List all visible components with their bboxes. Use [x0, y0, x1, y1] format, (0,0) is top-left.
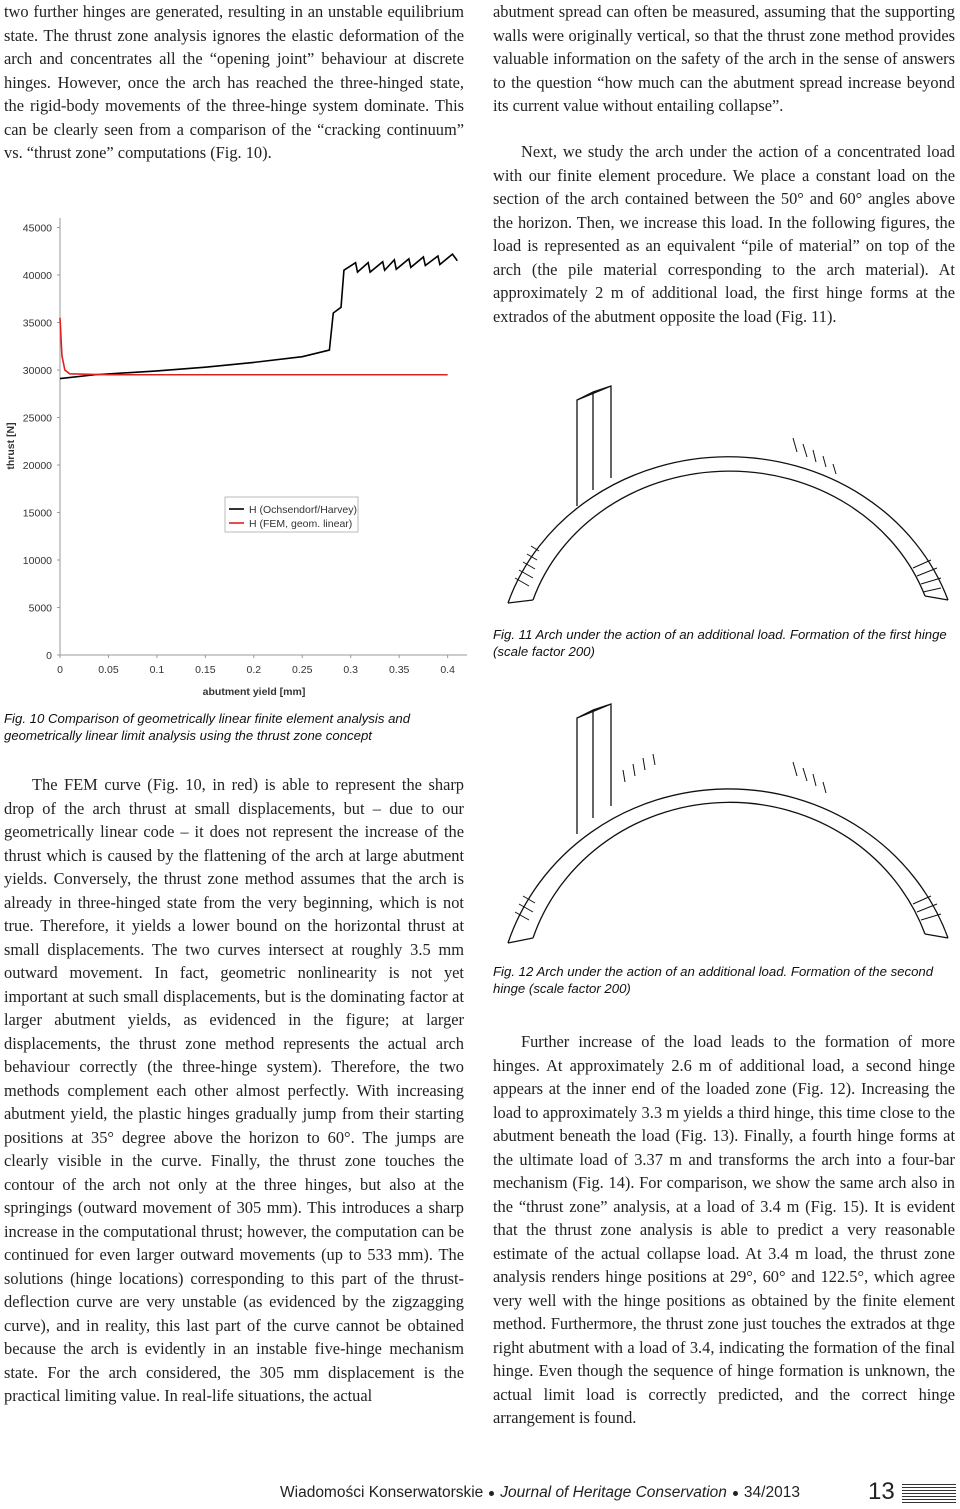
series-line: [59, 252, 458, 380]
journal: Journal of Heritage Conservation: [500, 1484, 727, 1501]
paragraph: Next, we study the arch under the action…: [493, 142, 955, 326]
x-tick-label: 0.35: [389, 664, 410, 676]
y-tick-label: 40000: [23, 270, 52, 282]
paragraph: abutment spread can often be measured, a…: [493, 2, 955, 115]
x-tick-label: 0.2: [247, 664, 262, 676]
x-tick-label: 0.3: [343, 664, 358, 676]
series-line: [59, 317, 448, 376]
arch-figure: [507, 703, 949, 944]
y-tick-label: 35000: [23, 318, 52, 330]
chart: 0 5000 10000 15000 20000 25000 30000 35000 40000…: [5, 218, 467, 698]
x-tick-label: 0.15: [195, 664, 216, 676]
legend-label: H (FEM, geom. linear): [249, 518, 352, 530]
figure-caption: Fig. 11 Arch under the action of an addi…: [493, 627, 947, 659]
y-tick-label: 0: [46, 650, 52, 662]
separator: [732, 1490, 738, 1496]
x-tick-label: 0: [57, 664, 63, 676]
y-tick-label: 20000: [23, 460, 52, 472]
y-tick-label: 30000: [23, 365, 52, 377]
arch-figure: [507, 385, 949, 604]
issue: 34/2013: [743, 1484, 800, 1501]
footer: Wiadomości Konserwatorskie Journal of He…: [280, 1484, 800, 1502]
y-tick-label: 15000: [23, 508, 52, 520]
paragraph: two further hinges are generated, result…: [4, 2, 464, 162]
x-axis-label: abutment yield [mm]: [203, 686, 306, 698]
x-tick-label: 0.4: [440, 664, 455, 676]
x-tick-label: 0.1: [150, 664, 165, 676]
decoration: [902, 1484, 956, 1504]
y-tick-label: 5000: [29, 603, 53, 615]
separator: [489, 1490, 495, 1496]
y-axis-label: thrust [N]: [5, 422, 17, 469]
y-tick-label: 45000: [23, 223, 52, 235]
y-tick-label: 10000: [23, 555, 52, 567]
x-tick-label: 0.25: [292, 664, 313, 676]
figure-caption: Fig. 10 Comparison of geometrically line…: [4, 711, 411, 743]
y-tick-label: 25000: [23, 413, 52, 425]
paragraph: Further increase of the load leads to th…: [493, 1032, 955, 1427]
x-tick-label: 0.05: [98, 664, 119, 676]
figure-caption: Fig. 12 Arch under the action of an addi…: [493, 964, 934, 996]
publisher: Wiadomości Konserwatorskie: [280, 1484, 484, 1501]
page-number: 13: [868, 1478, 895, 1505]
legend-label: H (Ochsendorf/Harvey): [249, 504, 357, 516]
paragraph: The FEM curve (Fig. 10, in red) is able …: [4, 775, 464, 1405]
legend: [224, 496, 359, 533]
